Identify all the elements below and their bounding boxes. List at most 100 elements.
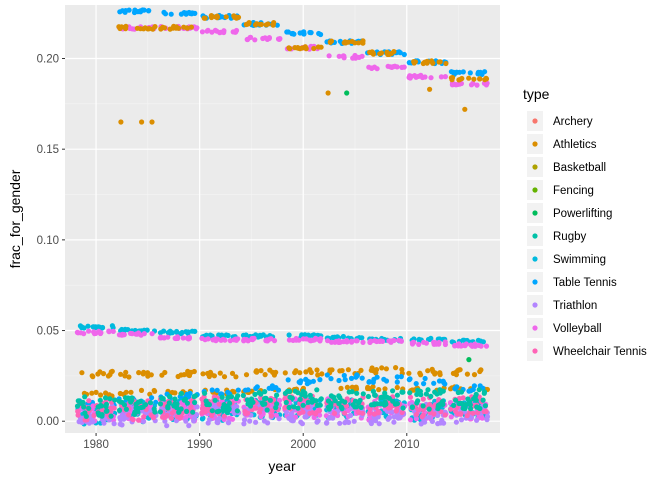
data-point-wheelchair-tennis xyxy=(268,413,274,419)
data-point-volleyball xyxy=(340,53,346,59)
data-point-table-tennis xyxy=(304,381,310,387)
data-point-volleyball xyxy=(310,337,316,343)
data-point-athletics xyxy=(369,50,375,56)
data-point-athletics xyxy=(263,22,269,28)
data-point-rugby xyxy=(147,400,154,406)
data-point-athletics xyxy=(221,374,228,380)
data-point-volleyball xyxy=(367,339,373,345)
data-point-athletics xyxy=(123,369,129,375)
data-point-table-tennis xyxy=(398,374,404,380)
data-point-rugby xyxy=(184,408,190,414)
data-point-rugby xyxy=(178,390,184,397)
data-point-athletics xyxy=(173,24,179,30)
data-point-wheelchair-tennis xyxy=(458,411,464,417)
legend-key-dot xyxy=(532,348,538,354)
data-point-wheelchair-tennis xyxy=(202,409,209,415)
data-point-athletics xyxy=(471,372,478,378)
data-point-wheelchair-tennis xyxy=(307,410,313,416)
data-point-athletics xyxy=(246,21,252,27)
data-point-rugby xyxy=(432,389,438,395)
data-point-wheelchair-tennis xyxy=(221,413,227,419)
data-point-athletics xyxy=(175,373,181,380)
data-point-athletics xyxy=(384,49,390,55)
data-point-volleyball xyxy=(386,338,392,344)
data-point-triathlon xyxy=(441,420,447,426)
data-point-athletics xyxy=(211,373,217,379)
data-point-rugby xyxy=(476,387,482,393)
data-point-volleyball xyxy=(350,55,356,61)
data-point-wheelchair-tennis xyxy=(129,416,135,422)
data-point-volleyball xyxy=(416,341,422,347)
data-point-rugby xyxy=(167,394,173,400)
data-point-swimming xyxy=(90,324,96,330)
data-point-rugby xyxy=(235,393,241,399)
data-point-athletics xyxy=(308,369,314,376)
data-point-wheelchair-tennis xyxy=(75,412,81,418)
data-point-rugby xyxy=(318,396,324,402)
data-point-athletics xyxy=(185,368,191,374)
data-point-athletics xyxy=(423,59,429,65)
data-point-triathlon xyxy=(418,421,424,427)
data-point-volleyball xyxy=(328,339,335,345)
data-point-athletics xyxy=(254,369,260,375)
data-point-rugby xyxy=(82,394,88,400)
data-point-volleyball xyxy=(407,75,413,81)
data-point-table-tennis xyxy=(291,31,297,37)
data-point-rugby xyxy=(116,398,122,404)
data-point-triathlon xyxy=(191,415,198,422)
data-point-table-tennis xyxy=(394,374,400,380)
data-point-athletics xyxy=(382,386,388,392)
data-point-rugby xyxy=(409,404,415,410)
data-point-athletics xyxy=(286,45,292,51)
data-point-volleyball xyxy=(428,75,434,81)
data-point-table-tennis xyxy=(301,31,307,37)
data-point-volleyball xyxy=(241,336,247,342)
data-point-rugby xyxy=(354,404,360,410)
data-point-rugby xyxy=(349,389,355,395)
data-point-athletics xyxy=(243,372,250,378)
data-point-table-tennis xyxy=(317,377,323,383)
data-point-rugby xyxy=(299,391,305,398)
data-point-triathlon xyxy=(265,420,271,426)
data-point-athletics xyxy=(90,374,96,380)
data-point-wheelchair-tennis xyxy=(442,412,448,418)
data-point-athletics xyxy=(325,90,331,96)
data-point-rugby xyxy=(420,403,426,409)
data-point-swimming xyxy=(95,324,101,330)
data-point-rugby xyxy=(418,392,424,398)
data-point-athletics xyxy=(142,25,148,31)
data-point-volleyball xyxy=(248,34,254,40)
legend-label: Volleyball xyxy=(553,323,602,335)
data-point-wheelchair-tennis xyxy=(481,409,487,415)
data-point-athletics xyxy=(339,368,345,374)
data-point-rugby xyxy=(477,405,483,412)
data-point-triathlon xyxy=(111,421,117,427)
data-point-athletics xyxy=(311,45,317,52)
data-point-rugby xyxy=(325,404,332,410)
data-point-table-tennis xyxy=(354,373,360,379)
data-point-rugby xyxy=(81,404,87,410)
data-point-triathlon xyxy=(253,419,259,425)
data-point-table-tennis xyxy=(253,385,259,392)
data-point-volleyball xyxy=(448,414,454,420)
legend-key-dot xyxy=(532,118,538,124)
data-point-rugby xyxy=(458,400,464,406)
data-point-rugby xyxy=(212,397,218,403)
data-point-volleyball xyxy=(217,30,223,36)
data-point-rugby xyxy=(465,396,471,402)
data-point-triathlon xyxy=(226,420,232,426)
data-point-wheelchair-tennis xyxy=(282,405,288,411)
data-point-rugby xyxy=(165,405,171,411)
x-axis-title: year xyxy=(268,458,296,474)
data-point-swimming xyxy=(286,332,292,338)
data-point-swimming xyxy=(161,328,167,334)
data-point-table-tennis xyxy=(117,9,123,15)
data-point-volleyball xyxy=(461,342,467,348)
data-point-wheelchair-tennis xyxy=(475,410,481,416)
legend-title: type xyxy=(523,86,550,102)
legend-label: Fencing xyxy=(553,185,594,197)
data-point-rugby xyxy=(225,405,231,411)
data-point-rugby xyxy=(282,390,288,396)
data-point-athletics xyxy=(344,384,350,390)
data-point-table-tennis xyxy=(275,387,282,393)
